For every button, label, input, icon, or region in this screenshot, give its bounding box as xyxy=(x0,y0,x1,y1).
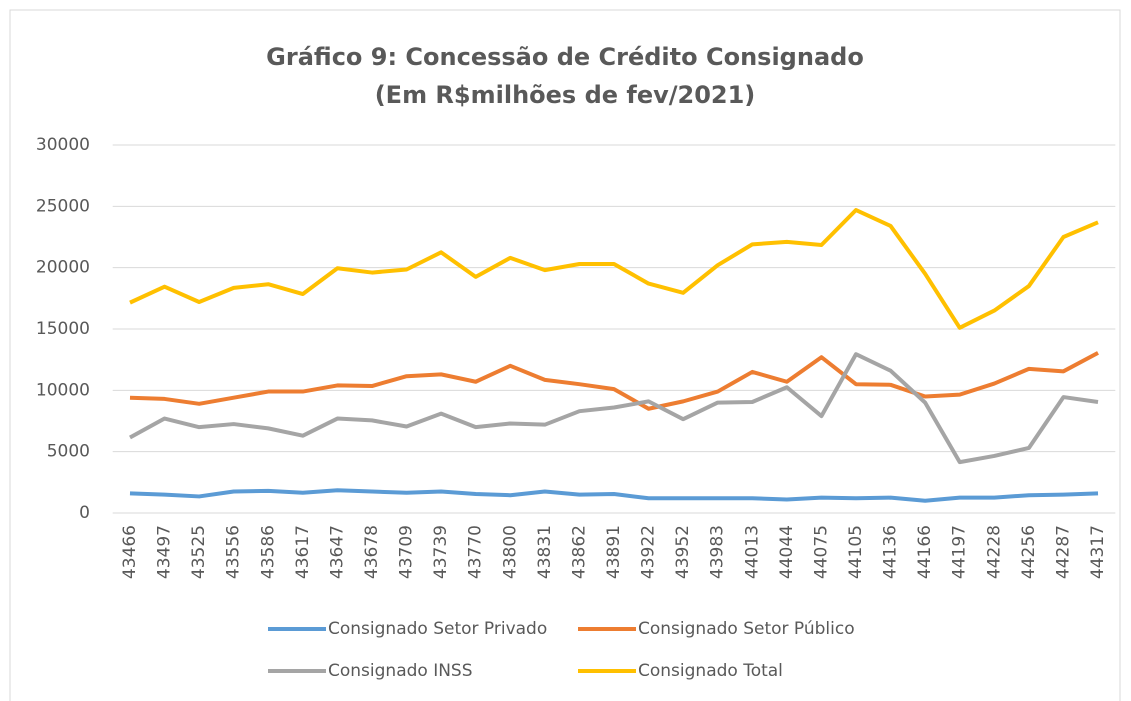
x-tick-label: 43862 xyxy=(569,525,589,579)
x-tick-label: 43617 xyxy=(293,525,313,579)
x-tick-label: 44013 xyxy=(742,525,762,579)
series-line xyxy=(129,208,1099,330)
x-tick-label: 43891 xyxy=(604,525,624,579)
x-tick-label: 43466 xyxy=(120,525,140,579)
x-tick-label: 43770 xyxy=(466,525,486,579)
x-tick-label: 43800 xyxy=(500,525,520,579)
legend-label: Consignado Setor Privado xyxy=(328,619,547,639)
x-tick-label: 43831 xyxy=(535,525,555,579)
legend-label: Consignado Total xyxy=(638,661,783,681)
x-tick-label: 43709 xyxy=(397,525,417,579)
series-line xyxy=(129,351,1099,411)
y-tick-label: 30000 xyxy=(36,135,90,155)
chart-title: Gráfico 9: Concessão de Crédito Consigna… xyxy=(266,43,864,71)
series-line xyxy=(129,488,1099,503)
x-tick-label: 44256 xyxy=(1019,525,1039,579)
chart-subtitle: (Em R$milhões de fev/2021) xyxy=(375,81,756,109)
x-tick-label: 44166 xyxy=(915,525,935,579)
series-line xyxy=(129,352,1099,465)
x-tick-label: 43586 xyxy=(258,525,278,579)
legend-label: Consignado Setor Público xyxy=(638,619,855,639)
x-tick-label: 43739 xyxy=(431,525,451,579)
x-tick-label: 43647 xyxy=(327,525,347,579)
x-tick-label: 44228 xyxy=(984,525,1004,579)
y-tick-label: 25000 xyxy=(36,196,90,216)
y-tick-label: 10000 xyxy=(36,380,90,400)
x-tick-label: 44317 xyxy=(1088,525,1108,579)
y-tick-label: 15000 xyxy=(36,319,90,339)
y-tick-label: 5000 xyxy=(47,442,90,462)
x-tick-label: 44197 xyxy=(950,525,970,579)
x-tick-label: 44044 xyxy=(777,525,797,579)
x-tick-label: 43952 xyxy=(673,525,693,579)
x-tick-label: 44136 xyxy=(881,525,901,579)
y-tick-label: 0 xyxy=(79,503,90,523)
y-tick-label: 20000 xyxy=(36,258,90,278)
chart-frame xyxy=(9,9,1121,701)
x-tick-label: 43556 xyxy=(224,525,244,579)
x-tick-label: 43497 xyxy=(155,525,175,579)
x-tick-label: 44075 xyxy=(811,525,831,579)
x-tick-label: 44287 xyxy=(1053,525,1073,579)
x-tick-label: 43525 xyxy=(189,525,209,579)
x-tick-label: 43678 xyxy=(362,525,382,579)
x-tick-label: 43983 xyxy=(708,525,728,579)
x-tick-label: 43922 xyxy=(639,525,659,579)
legend-label: Consignado INSS xyxy=(328,661,473,681)
x-tick-label: 44105 xyxy=(846,525,866,579)
